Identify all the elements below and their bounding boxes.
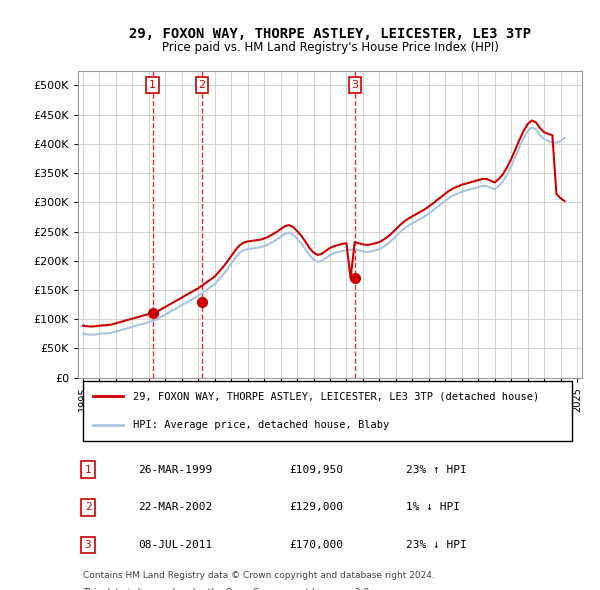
Text: 3: 3 xyxy=(352,80,359,90)
Text: 22-MAR-2002: 22-MAR-2002 xyxy=(139,502,213,512)
Text: 23% ↓ HPI: 23% ↓ HPI xyxy=(406,540,466,550)
Text: 2: 2 xyxy=(199,80,206,90)
Text: 1: 1 xyxy=(85,465,91,475)
Text: Price paid vs. HM Land Registry's House Price Index (HPI): Price paid vs. HM Land Registry's House … xyxy=(161,41,499,54)
Text: 1: 1 xyxy=(149,80,156,90)
Text: 26-MAR-1999: 26-MAR-1999 xyxy=(139,465,213,475)
Text: 3: 3 xyxy=(85,540,91,550)
Text: £109,950: £109,950 xyxy=(290,465,344,475)
Text: 23% ↑ HPI: 23% ↑ HPI xyxy=(406,465,466,475)
Text: HPI: Average price, detached house, Blaby: HPI: Average price, detached house, Blab… xyxy=(133,419,389,430)
Text: 1% ↓ HPI: 1% ↓ HPI xyxy=(406,502,460,512)
Text: £170,000: £170,000 xyxy=(290,540,344,550)
Text: 2: 2 xyxy=(85,502,91,512)
Text: 29, FOXON WAY, THORPE ASTLEY, LEICESTER, LE3 3TP (detached house): 29, FOXON WAY, THORPE ASTLEY, LEICESTER,… xyxy=(133,391,539,401)
Text: Contains HM Land Registry data © Crown copyright and database right 2024.: Contains HM Land Registry data © Crown c… xyxy=(83,571,435,580)
Text: 29, FOXON WAY, THORPE ASTLEY, LEICESTER, LE3 3TP: 29, FOXON WAY, THORPE ASTLEY, LEICESTER,… xyxy=(129,27,531,41)
Text: 08-JUL-2011: 08-JUL-2011 xyxy=(139,540,213,550)
Text: This data is licensed under the Open Government Licence v3.0.: This data is licensed under the Open Gov… xyxy=(83,588,372,590)
Text: £129,000: £129,000 xyxy=(290,502,344,512)
FancyBboxPatch shape xyxy=(83,381,572,441)
